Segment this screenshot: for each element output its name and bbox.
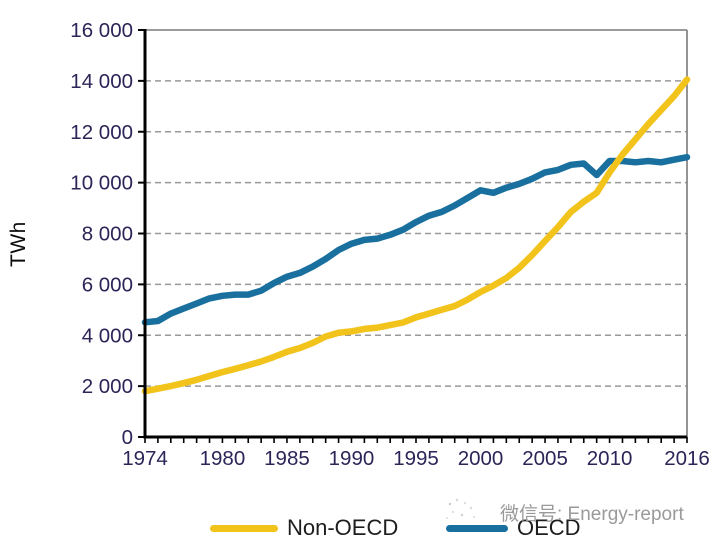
- legend-label-non-oecd: Non-OECD: [287, 515, 399, 540]
- y-tick-label: 0: [122, 426, 133, 449]
- non-oecd-line-swatch: [210, 524, 278, 532]
- x-tick-label: 1990: [329, 447, 375, 470]
- x-tick-label: 1995: [393, 447, 439, 470]
- x-tick-label: 2000: [458, 447, 504, 470]
- y-tick-label: 16 000: [70, 19, 133, 42]
- y-axis-title: TWh: [7, 221, 30, 267]
- y-tick-label: 4 000: [82, 324, 133, 347]
- y-tick-label: 12 000: [70, 121, 133, 144]
- x-tick-label: 1974: [122, 447, 168, 470]
- wechat-logo-icon: [443, 495, 481, 523]
- x-tick-label: 1980: [200, 447, 246, 470]
- legend-item-non-oecd: Non-OECD: [210, 515, 398, 541]
- x-tick-label: 2010: [587, 447, 633, 470]
- y-tick-label: 2 000: [82, 375, 133, 398]
- x-tick-label: 2005: [522, 447, 568, 470]
- watermark-text: 微信号: Energy-report: [500, 504, 684, 525]
- oecd-line-swatch: [446, 524, 508, 532]
- y-tick-label: 8 000: [82, 223, 133, 246]
- oecd-line: [141, 153, 691, 326]
- y-tick-label: 10 000: [70, 172, 133, 195]
- x-tick-label: 1985: [264, 447, 310, 470]
- x-tick-label: 2016: [664, 447, 710, 470]
- non-oecd-line: [141, 76, 691, 395]
- y-tick-label: 14 000: [70, 70, 133, 93]
- y-tick-label: 6 000: [82, 273, 133, 296]
- line-chart: 0 2 000 4 000 6 000 8 000 10 000 12 000 14 000 1…: [70, 19, 710, 470]
